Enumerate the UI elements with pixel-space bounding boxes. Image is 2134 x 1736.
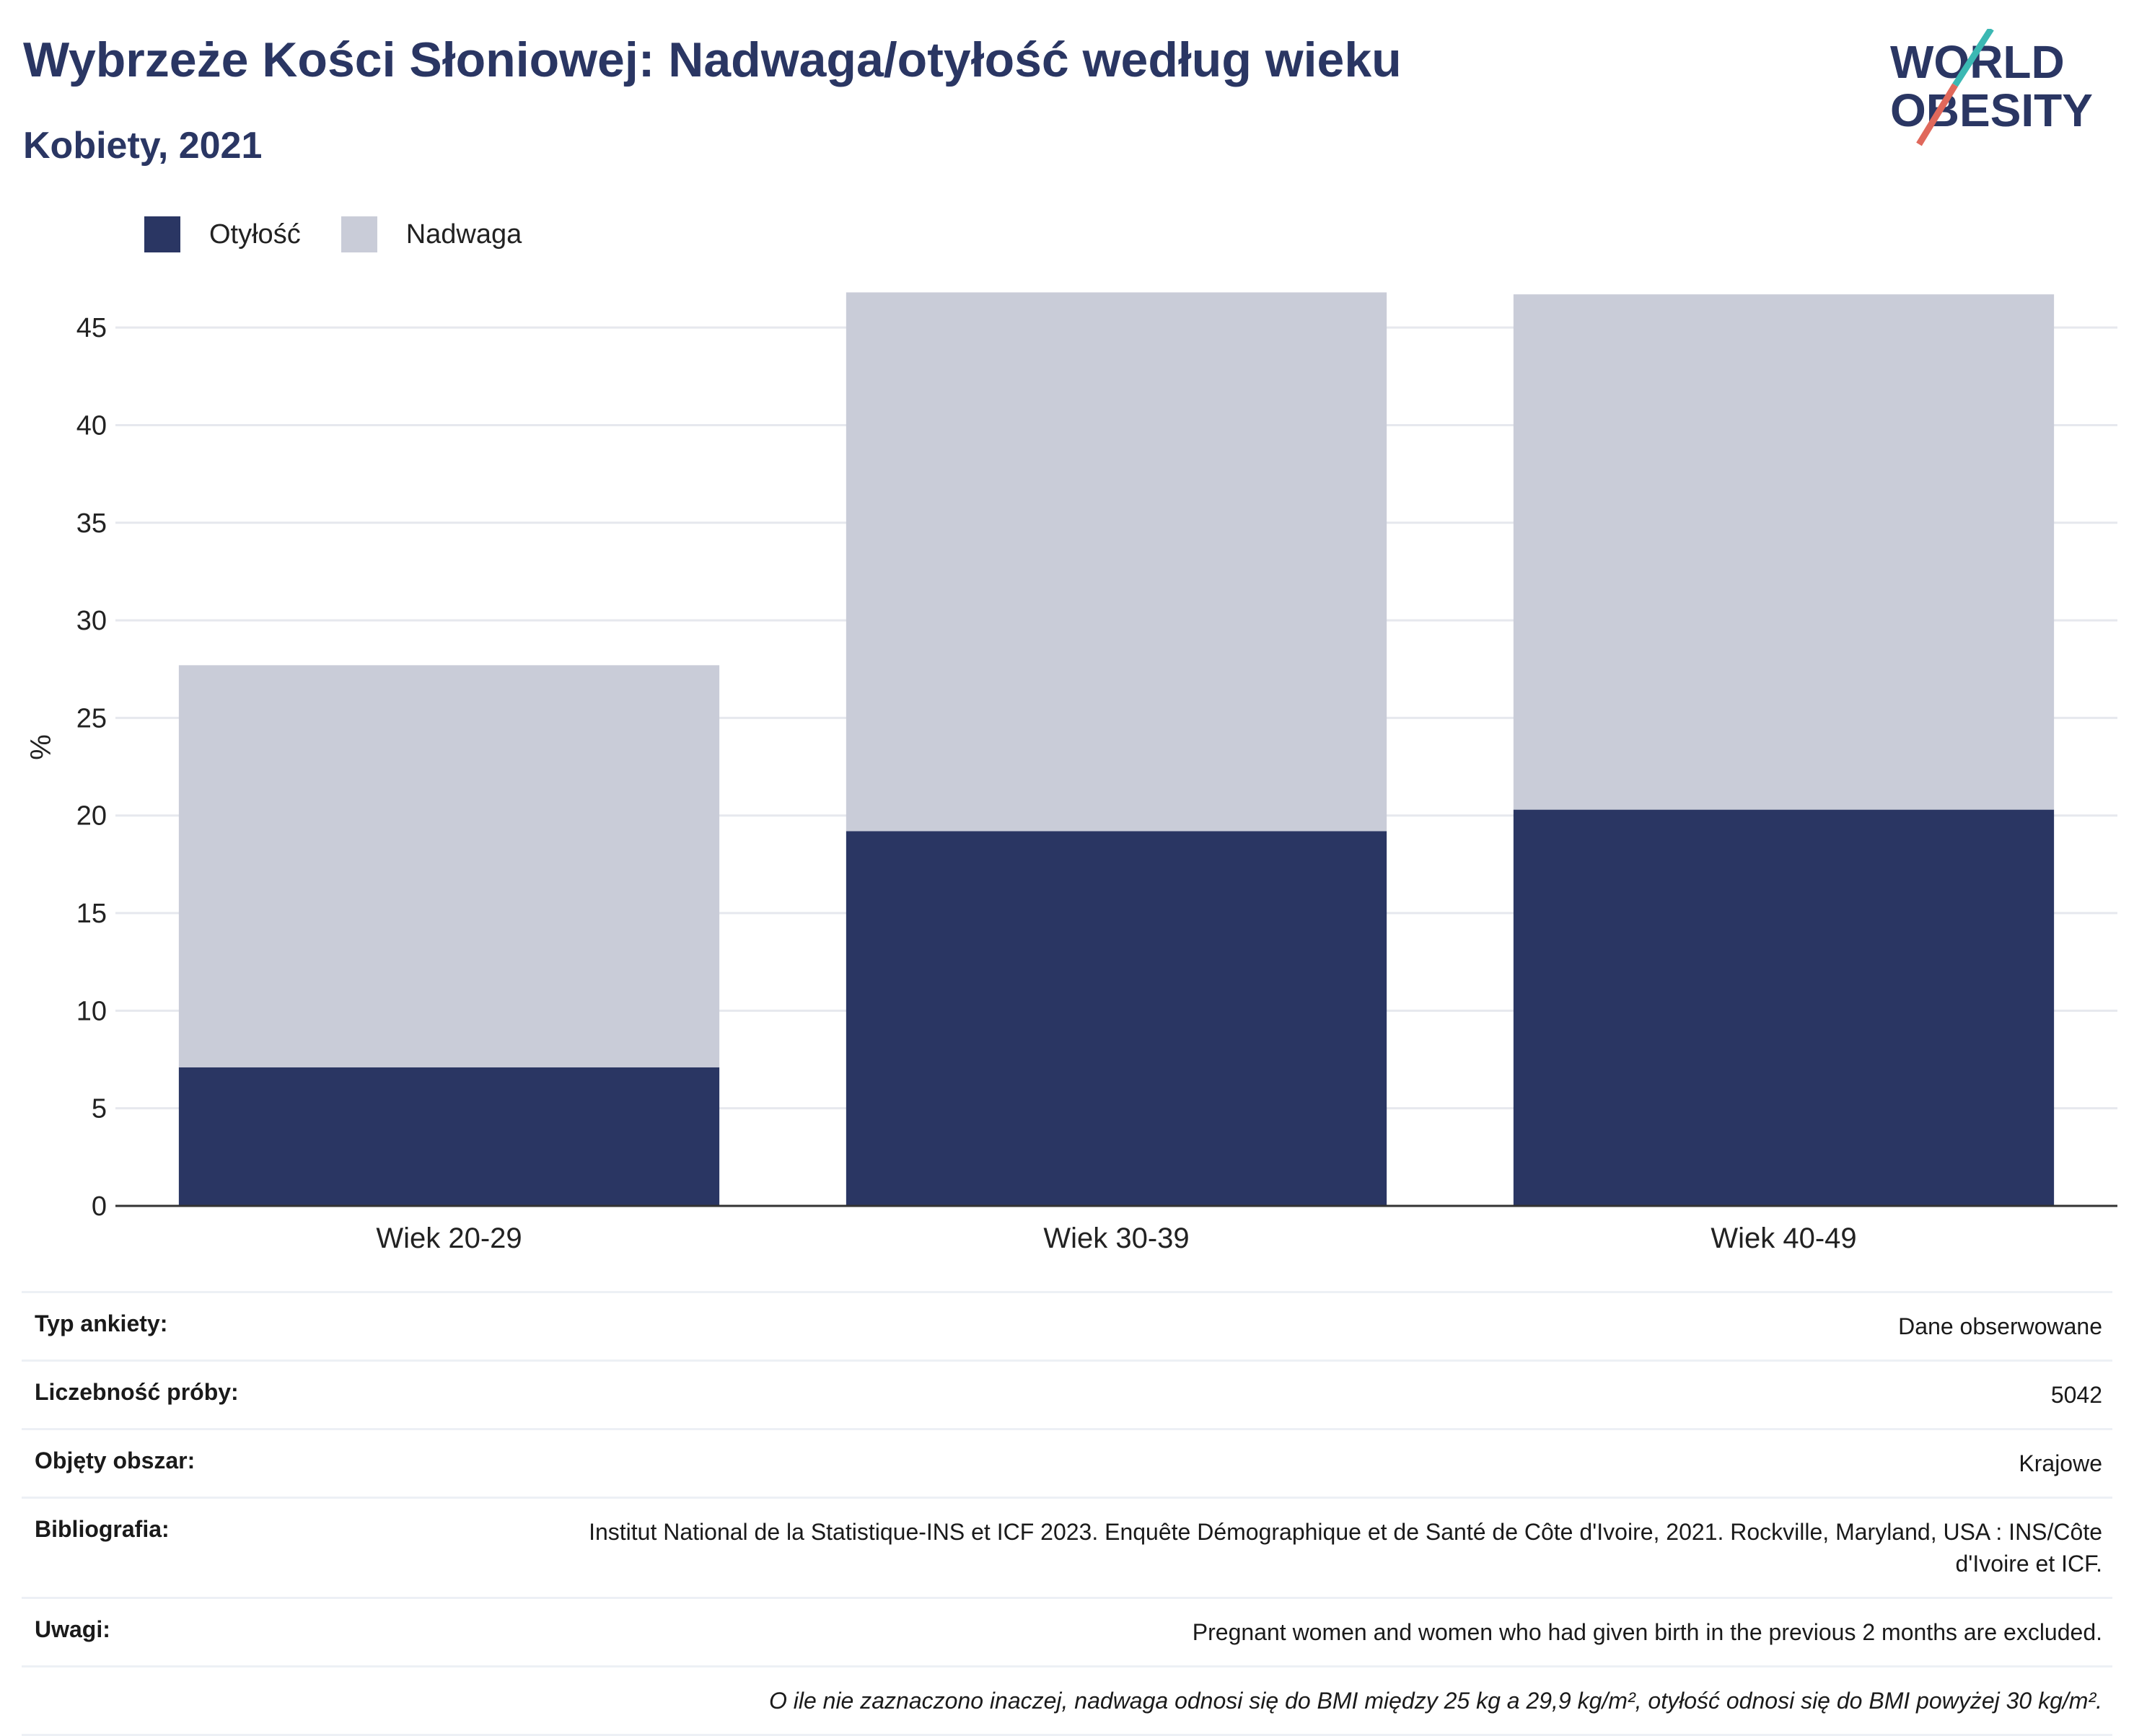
info-value: Pregnant women and women who had given b… [1192,1619,2102,1645]
legend-swatch-overweight [341,216,377,252]
x-tick-label: Wiek 40-49 [1711,1222,1856,1254]
info-table: Typ ankiety: Dane obserwowane Liczebność… [22,1291,2112,1736]
info-label: Typ ankiety: [35,1310,168,1336]
x-tick-label: Wiek 20-29 [376,1222,522,1254]
logo-line2: OBESITY [1890,84,2093,136]
x-tick-label: Wiek 30-39 [1043,1222,1189,1254]
info-row-notes: Uwagi: Pregnant women and women who had … [22,1597,2112,1665]
info-label: Liczebność próby: [35,1379,239,1405]
info-value: 5042 [2050,1382,2102,1408]
legend-swatch-obesity [144,216,180,252]
info-row-bibliography: Bibliografia: Institut National de la St… [22,1497,2112,1597]
page-subtitle: Kobiety, 2021 [23,125,263,167]
chart-legend: Otyłość Nadwaga [144,216,562,252]
definition-note: O ile nie zaznaczono inaczej, nadwaga od… [768,1688,2102,1714]
legend-item-overweight[interactable]: Nadwaga [341,216,522,252]
info-label: Bibliografia: [35,1516,170,1542]
info-label: Objęty obszar: [35,1448,196,1473]
y-axis-label: % [25,734,57,760]
info-value: Institut National de la Statistique-INS … [589,1519,2102,1577]
y-tick-label: 5 [92,1094,107,1124]
info-row-definition: O ile nie zaznaczono inaczej, nadwaga od… [22,1665,2112,1736]
info-value: Dane obserwowane [1898,1313,2102,1339]
y-tick-label: 30 [76,606,107,636]
info-row-area: Objęty obszar: Krajowe [22,1428,2112,1497]
bar-overweight [846,292,1387,832]
logo-slash-teal [1952,29,1994,87]
bar-obesity [1513,809,2055,1206]
page-title: Wybrzeże Kości Słoniowej: Nadwaga/otyłoś… [23,32,1402,87]
bar-chart: 0 5 10 15 20 25 30 35 40 45% Wiek 20-29 Wiek 30-39 W… [25,292,2117,1254]
bar-obesity [178,1067,720,1206]
bar-obesity [846,831,1387,1206]
y-tick-label: 35 [76,508,107,539]
y-tick-label: 15 [76,899,107,929]
bar-overweight [178,665,720,1067]
info-row-sample-size: Liczebność próby: 5042 [22,1360,2112,1428]
y-tick-label: 20 [76,801,107,832]
y-tick-label: 45 [76,313,107,343]
world-obesity-logo: WORLD OBESITY [1890,29,2093,146]
legend-label-overweight: Nadwaga [405,219,522,250]
info-row-survey-type: Typ ankiety: Dane obserwowane [22,1291,2112,1360]
info-value: Krajowe [2019,1450,2102,1476]
logo-slash-red [1916,83,1958,146]
y-tick-label: 25 [76,703,107,733]
bar-overweight [1513,294,2055,810]
y-tick-label: 0 [92,1191,107,1222]
y-tick-label: 40 [76,410,107,441]
y-tick-label: 10 [76,996,107,1026]
logo-line1: WORLD [1890,36,2065,88]
legend-item-obesity[interactable]: Otyłość [144,216,301,252]
info-label: Uwagi: [35,1616,110,1642]
legend-label-obesity: Otyłość [209,219,301,250]
